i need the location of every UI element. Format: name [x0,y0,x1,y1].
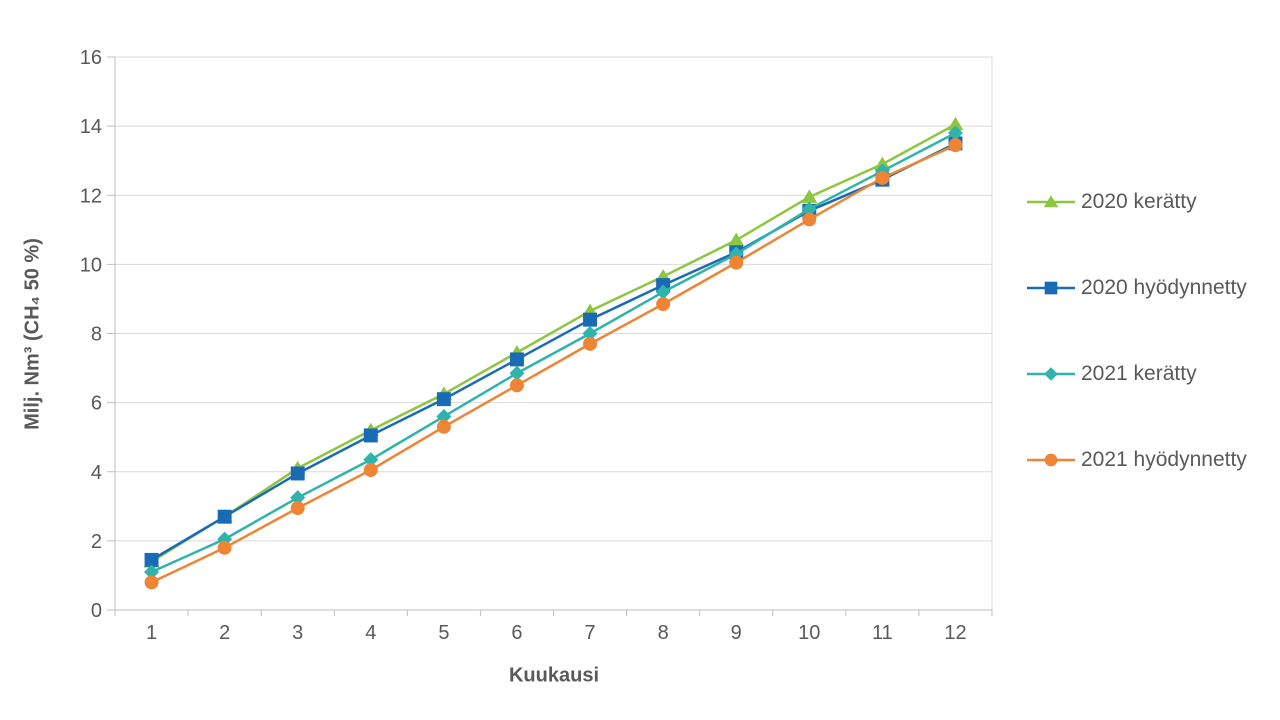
axes [107,56,993,616]
x-tick-label: 2 [219,622,230,644]
triangle-marker-0 [947,116,964,131]
diamond-marker-2 [509,365,525,381]
series-line-1 [150,142,957,561]
square-marker-1 [217,509,232,524]
circle-marker-3 [802,212,817,227]
series-line-3 [151,143,956,584]
legend-label: 2021 hyödynnetty [1081,448,1247,471]
x-tick-label: 8 [658,622,669,644]
circle-marker-3 [583,336,598,351]
circle-marker-3 [729,255,744,270]
circle-marker-3 [217,540,232,555]
legend-item-3: 2021 hyödynnetty [1027,445,1247,475]
circle-marker-3 [875,170,890,185]
diamond-marker-2 [947,125,963,141]
triangle-marker-0 [728,232,745,247]
series-line-0 [150,123,957,563]
square-marker-1 [583,312,598,327]
y-tick-label: 2 [91,531,102,553]
square-marker-1 [290,466,305,481]
gridlines [115,56,992,542]
diamond-legend-icon [1027,367,1075,381]
legend-item-0: 2020 kerätty [1027,187,1247,217]
triangle-legend-icon [1027,195,1075,208]
diamond-marker-2 [801,201,817,217]
series-line-2 [151,131,957,574]
legend-label: 2020 hyödynnetty [1081,276,1247,299]
circle-marker-3 [363,463,378,477]
diamond-marker-legend-2 [1044,367,1058,381]
y-tick-label: 14 [80,116,102,138]
diamond-marker-2 [363,452,379,468]
y-tick-label: 6 [91,393,102,415]
circle-marker-3 [290,501,305,516]
y-tick-label: 8 [91,324,102,346]
x-tick-label: 3 [292,622,303,644]
diamond-marker-2 [436,408,452,424]
triangle-marker-0 [874,156,891,170]
circle-marker-3 [144,575,159,590]
circle-marker-3 [656,297,671,312]
legend-label: 2021 kerätty [1081,362,1197,385]
triangle-marker-legend-0 [1043,195,1059,208]
square-legend-icon [1027,281,1075,295]
diamond-marker-2 [582,326,598,341]
x-tick-label: 4 [365,622,376,644]
y-tick-label: 4 [91,462,102,484]
x-tick-label: 11 [872,622,893,644]
x-tick-label: 9 [731,622,742,644]
legend-item-1: 2020 hyödynnetty [1027,273,1247,303]
y-tick-label: 12 [80,185,102,207]
circle-marker-3 [436,419,451,434]
square-marker-1 [144,552,159,567]
square-marker-legend-1 [1044,281,1058,295]
y-tick-label: 0 [91,600,102,622]
diamond-marker-2 [655,284,671,300]
circle-legend-icon [1027,453,1075,467]
x-tick-label: 6 [511,622,522,644]
legend: 2020 kerätty 2020 hyödynnetty 2021 kerätty… [1027,187,1247,475]
x-tick-label: 12 [944,622,966,644]
x-tick-label: 1 [146,622,157,644]
x-tick-label: 5 [438,622,449,644]
triangle-marker-0 [801,189,818,203]
series-0 [143,116,964,568]
x-tick-label: 10 [798,622,820,644]
diamond-marker-2 [144,564,160,580]
circle-marker-3 [509,378,524,393]
circle-marker-legend-3 [1044,453,1058,467]
y-axis-title: Milj. Nm³ (CH₄ 50 %) [21,238,44,430]
square-marker-1 [363,428,378,443]
y-tick-label: 16 [80,47,102,69]
circle-marker-3 [948,138,963,153]
diamond-marker-2 [290,490,306,506]
y-tick-label: 10 [80,254,102,276]
series-2 [144,125,963,580]
x-tick-label: 7 [584,622,595,644]
series-3 [144,138,963,590]
legend-label: 2020 kerätty [1081,190,1197,213]
legend-item-2: 2021 kerätty [1027,359,1247,389]
x-axis-title: Kuukausi [508,664,600,687]
square-marker-1 [436,392,451,407]
square-marker-1 [509,352,524,367]
